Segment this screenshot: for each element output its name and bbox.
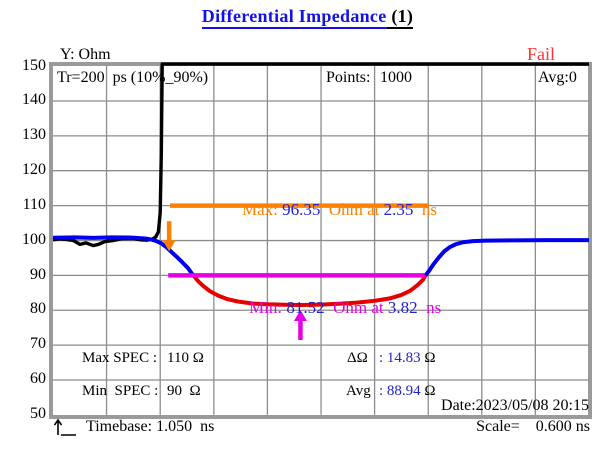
delta-ohm-readout: : 14.83 Ω (379, 350, 436, 367)
avg-count-readout: Avg:0 (538, 69, 577, 86)
y-tick-140: 140 (22, 91, 46, 108)
delta-ohm-value: : 14.83 (379, 350, 421, 366)
timebase-readout: Timebase: 1.050 ns (86, 418, 215, 435)
max-annotation-mid: Ohm at (320, 199, 384, 219)
max-annotation-unit: ns (413, 199, 438, 219)
min-annotation-unit: ns (417, 297, 442, 317)
min-annotation-mid: Ohm at (324, 297, 388, 317)
y-tick-130: 130 (22, 126, 46, 143)
waveform-plot[interactable] (52, 62, 589, 415)
min-annotation: Min: 81.52 Ohm at 3.82 ns (232, 280, 441, 336)
y-tick-110: 110 (22, 196, 46, 213)
points-value: 1000 (380, 69, 412, 86)
max-annotation-time: 2.35 (383, 199, 414, 219)
delta-ohm-label: ΔΩ (347, 350, 368, 366)
page-title: Differential Impedance (1) (0, 6, 615, 29)
axis-origin-icon (53, 418, 76, 436)
avg-ohm-readout: : 88.94 Ω (379, 383, 436, 400)
page-title-index: (1) (386, 6, 414, 29)
max-spec-value: 110 Ω (167, 350, 204, 366)
max-annotation-label: Max: (242, 199, 283, 219)
y-tick-150: 150 (22, 57, 46, 74)
max-annotation-value: 96.35 (282, 199, 321, 219)
y-tick-120: 120 (22, 161, 46, 178)
page-title-main: Differential Impedance (201, 6, 387, 29)
min-spec-value: 90 Ω (167, 383, 201, 399)
max-annotation: Max: 96.35 Ohm at 2.35 ns (225, 182, 437, 238)
min-spec-label: Min SPEC : (82, 383, 159, 399)
delta-ohm-unit: Ω (420, 350, 436, 366)
y-tick-80: 80 (30, 300, 46, 317)
y-tick-90: 90 (30, 266, 46, 283)
scale-readout: Scale= 0.600 ns (476, 418, 590, 435)
min-annotation-value: 81.52 (286, 297, 325, 317)
status-badge: Fail (527, 44, 556, 64)
min-annotation-time: 3.82 (387, 297, 418, 317)
y-tick-60: 60 (30, 370, 46, 387)
avg-ohm-label: Avg (346, 383, 371, 399)
y-tick-70: 70 (30, 335, 46, 352)
y-tick-100: 100 (22, 231, 46, 248)
max-spec-label: Max SPEC : (82, 350, 158, 366)
y-tick-50: 50 (30, 405, 46, 422)
avg-ohm-unit: Ω (420, 383, 436, 399)
avg-ohm-value: : 88.94 (379, 383, 421, 399)
y-axis-title: Y: Ohm (60, 46, 111, 63)
risetime-readout: Tr=200 ps (10%_90%) (57, 69, 209, 86)
min-annotation-label: Min: (249, 297, 287, 317)
datetime-readout: Date:2023/05/08 20:15 (441, 397, 589, 414)
points-label: Points: (326, 69, 371, 86)
